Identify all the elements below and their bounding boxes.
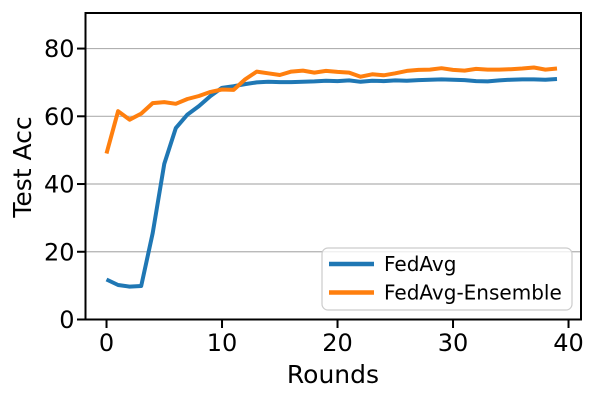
y-tick-label-40: 40 <box>44 171 75 199</box>
series-line-fedavg-ensemble <box>104 65 558 155</box>
x-tick-label-30: 30 <box>438 329 469 357</box>
y-tick-label-80: 80 <box>44 35 75 63</box>
x-tick-label-40: 40 <box>553 329 584 357</box>
x-axis-label: Rounds <box>287 360 379 389</box>
legend-label-fedavg: FedAvg <box>384 252 456 276</box>
legend: FedAvg FedAvg-Ensemble <box>321 247 573 311</box>
axes-layer: 0 10 20 30 40 0 20 40 60 80 <box>44 12 584 357</box>
x-tick-label-0: 0 <box>99 329 114 357</box>
x-tick-label-10: 10 <box>207 329 238 357</box>
series-layer <box>104 65 558 289</box>
series-line-fedavg <box>105 77 558 289</box>
y-tick-label-0: 0 <box>59 306 74 334</box>
x-tick-label-20: 20 <box>322 329 353 357</box>
y-tick-label-20: 20 <box>44 238 75 266</box>
legend-box <box>321 247 573 311</box>
plot-spines <box>84 12 582 321</box>
y-axis-label: Test Acc <box>8 116 37 218</box>
legend-label-fedavg-ensemble: FedAvg-Ensemble <box>384 281 562 305</box>
y-tick-label-60: 60 <box>44 103 75 131</box>
